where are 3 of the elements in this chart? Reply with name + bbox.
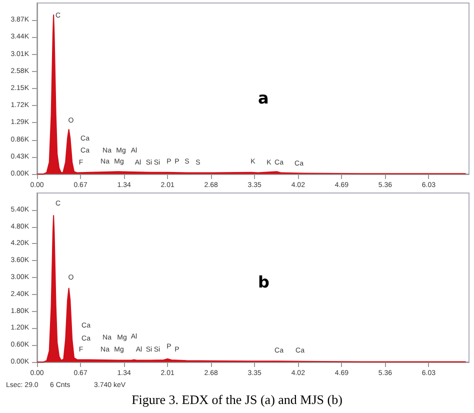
text: b: [258, 272, 270, 292]
text: Figure 3. EDX of the JS (a) and MJS (b): [132, 392, 342, 407]
text: a: [258, 88, 269, 108]
